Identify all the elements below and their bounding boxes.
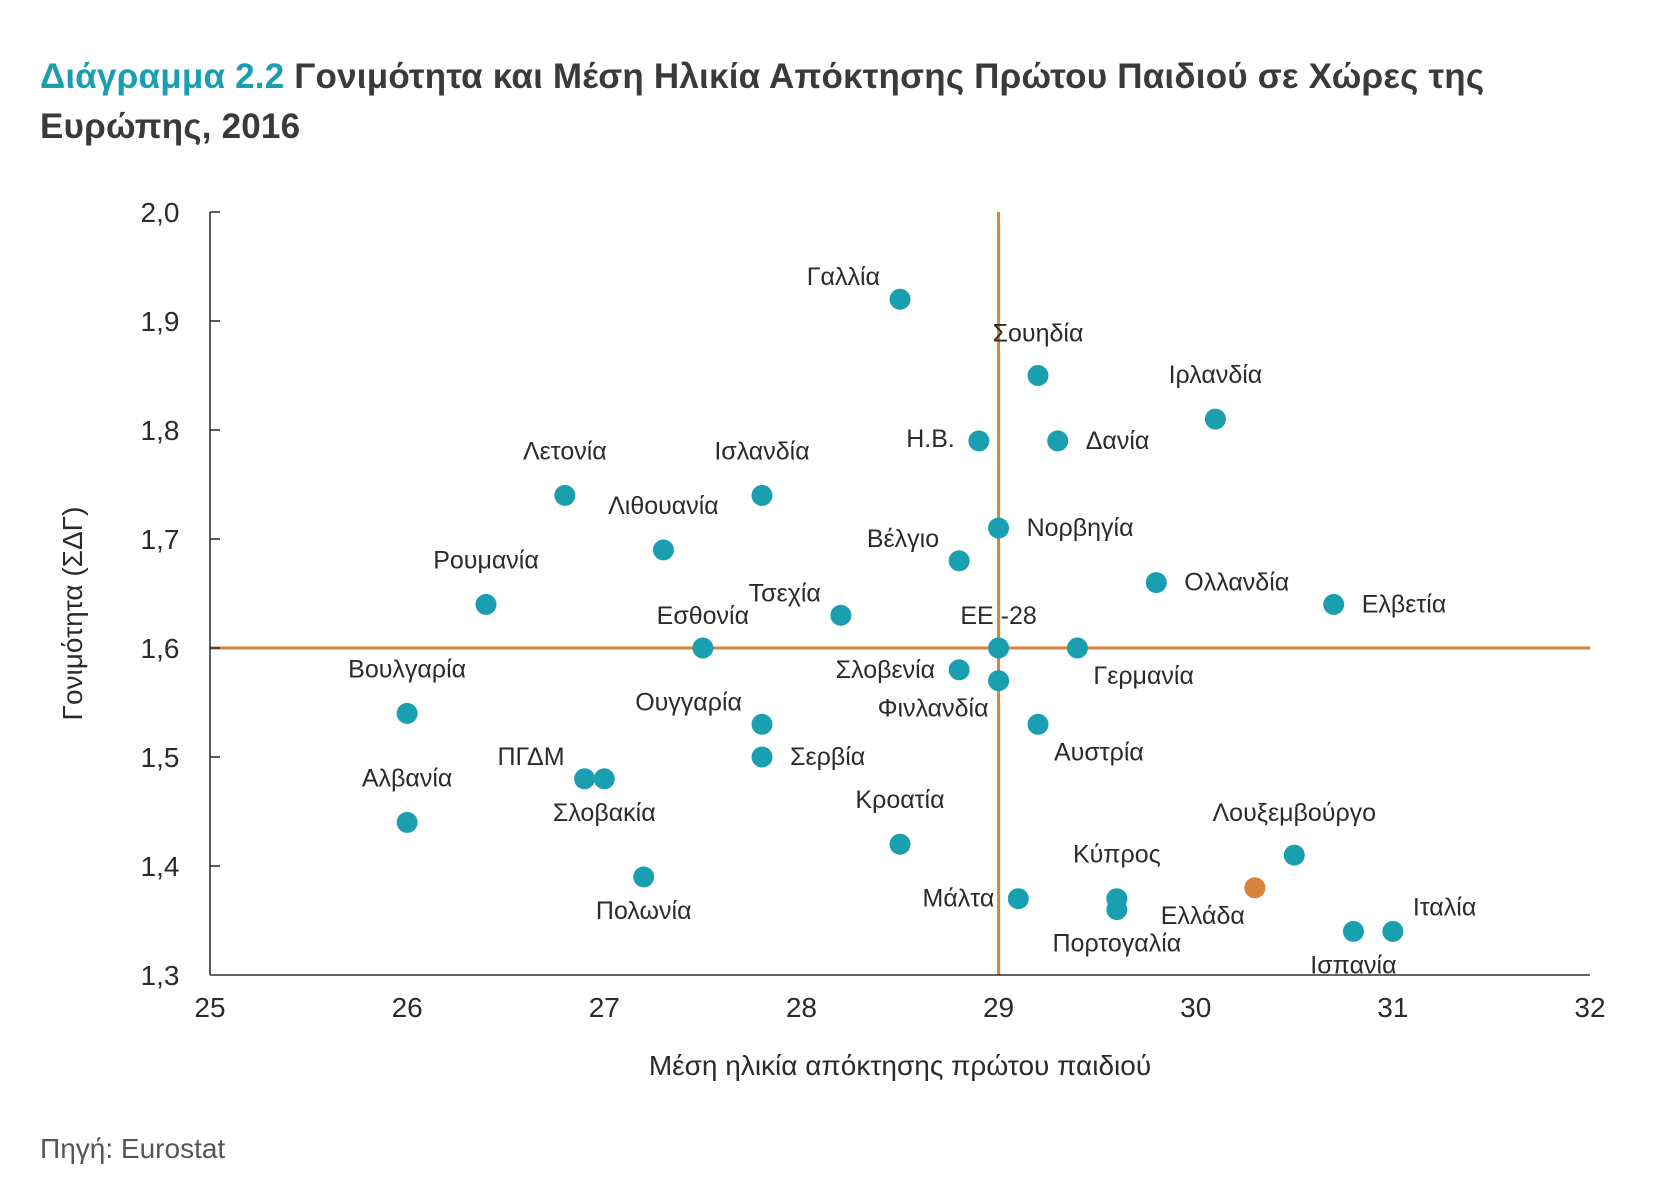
y-tick-label: 1,8 bbox=[141, 415, 180, 446]
data-point bbox=[475, 593, 497, 615]
y-tick-label: 1,4 bbox=[141, 851, 180, 882]
data-point bbox=[988, 637, 1010, 659]
data-label: Δανία bbox=[1086, 427, 1150, 455]
data-point bbox=[396, 811, 418, 833]
data-point bbox=[1106, 899, 1128, 921]
data-points bbox=[396, 288, 1404, 942]
data-label: Εσθονία bbox=[657, 602, 749, 630]
x-axis-title: Μέση ηλικία απόκτησης πρώτου παιδιού bbox=[649, 1050, 1151, 1081]
x-tick-label: 26 bbox=[392, 992, 423, 1023]
data-label: Πολωνία bbox=[596, 897, 692, 925]
data-label: Πορτογαλία bbox=[1052, 930, 1181, 958]
data-point bbox=[1047, 430, 1069, 452]
data-label: Μάλτα bbox=[923, 885, 995, 913]
x-tick-label: 27 bbox=[589, 992, 620, 1023]
data-point bbox=[1145, 572, 1167, 594]
x-tick-label: 31 bbox=[1377, 992, 1408, 1023]
data-point bbox=[1382, 920, 1404, 942]
point-labels: Γαλλία Σουηδία Ιρλανδία Η.Β. Δανία Λετονία Ισλ… bbox=[348, 263, 1476, 979]
y-tick-label: 1,5 bbox=[141, 742, 180, 773]
y-tick-label: 1,7 bbox=[141, 524, 180, 555]
source-note: Πηγή: Eurostat bbox=[40, 1133, 226, 1164]
data-label: Ολλανδία bbox=[1184, 569, 1289, 597]
data-label: Σλοβενία bbox=[836, 656, 936, 684]
data-point bbox=[1066, 637, 1088, 659]
data-label: Γαλλία bbox=[807, 263, 880, 291]
data-label: ΕΕ -28 bbox=[960, 602, 1036, 630]
data-point bbox=[1027, 365, 1049, 386]
chart-title: Διάγραμμα 2.2 Γονιμότητα και Μέση Ηλικία… bbox=[40, 52, 1540, 152]
data-point bbox=[948, 550, 970, 572]
data-label: Ισλανδία bbox=[714, 437, 809, 465]
data-label: Ελλάδα bbox=[1161, 902, 1245, 930]
data-label: Τσεχία bbox=[749, 579, 821, 607]
data-point bbox=[1323, 593, 1345, 615]
data-label: Ιταλία bbox=[1413, 893, 1476, 921]
data-point bbox=[1204, 408, 1226, 430]
title-lead: Διάγραμμα 2.2 bbox=[40, 57, 285, 96]
y-axis-title: Γονιμότητα (ΣΔΓ) bbox=[57, 507, 88, 721]
data-label: Αυστρία bbox=[1054, 738, 1144, 766]
data-point bbox=[948, 659, 970, 681]
data-label: ΠΓΔΜ bbox=[498, 743, 565, 771]
data-point bbox=[889, 833, 911, 855]
data-label: Κροατία bbox=[855, 786, 944, 814]
data-label: Ιρλανδία bbox=[1169, 361, 1263, 389]
x-tick-label: 30 bbox=[1180, 992, 1211, 1023]
data-point bbox=[830, 604, 852, 626]
highlight-point bbox=[1244, 877, 1266, 899]
data-point bbox=[889, 288, 911, 310]
data-point bbox=[554, 484, 576, 506]
data-point bbox=[1342, 920, 1364, 942]
title-rest: Γονιμότητα και Μέση Ηλικία Απόκτησης Πρώ… bbox=[40, 57, 1485, 146]
reference-lines bbox=[210, 212, 1590, 975]
data-label: Κύπρος bbox=[1073, 841, 1161, 869]
y-tick-label: 1,9 bbox=[141, 306, 180, 337]
data-label: Η.Β. bbox=[906, 425, 955, 453]
data-label: Γερμανία bbox=[1093, 662, 1194, 690]
data-point bbox=[751, 746, 773, 768]
data-label: Σλοβακία bbox=[553, 799, 656, 827]
data-point bbox=[988, 517, 1010, 539]
data-point bbox=[1007, 888, 1029, 910]
y-tick-label: 2,0 bbox=[141, 197, 180, 228]
data-point bbox=[692, 637, 714, 659]
data-label: Φινλανδία bbox=[878, 695, 989, 723]
x-tick-label: 29 bbox=[983, 992, 1014, 1023]
data-point bbox=[396, 702, 418, 724]
data-label: Νορβηγία bbox=[1027, 514, 1134, 542]
data-label: Αλβανία bbox=[362, 764, 453, 792]
data-point bbox=[751, 713, 773, 735]
x-tick-label: 28 bbox=[786, 992, 817, 1023]
y-tick-label: 1,6 bbox=[141, 633, 180, 664]
data-point bbox=[1027, 713, 1049, 735]
data-point bbox=[968, 430, 990, 452]
data-label: Ρουμανία bbox=[433, 546, 539, 574]
data-label: Λουξεμβούργο bbox=[1212, 799, 1376, 827]
data-point bbox=[988, 670, 1010, 692]
data-point bbox=[593, 768, 615, 790]
data-point bbox=[751, 484, 773, 506]
data-label: Λιθουανία bbox=[608, 492, 719, 520]
axes bbox=[209, 212, 1590, 976]
data-label: Σερβία bbox=[790, 743, 865, 771]
x-tick-label: 32 bbox=[1574, 992, 1605, 1023]
data-point bbox=[574, 768, 596, 790]
data-label: Ισπανία bbox=[1310, 951, 1396, 979]
data-label: Ουγγαρία bbox=[635, 688, 742, 716]
data-label: Βέλγιο bbox=[867, 525, 939, 553]
data-point bbox=[1283, 844, 1305, 866]
data-point bbox=[652, 539, 674, 561]
data-label: Βουλγαρία bbox=[348, 655, 466, 683]
y-tick-label: 1,3 bbox=[141, 960, 180, 991]
data-point bbox=[633, 866, 655, 888]
data-label: Σουηδία bbox=[993, 320, 1084, 348]
axis-ticks: 1,3 1,4 1,5 1,6 1,7 1,8 1,9 2,0 25 26 27 28 29 30 31 32 bbox=[141, 197, 1606, 1023]
x-tick-label: 25 bbox=[194, 992, 225, 1023]
data-label: Λετονία bbox=[523, 437, 607, 465]
data-label: Ελβετία bbox=[1362, 590, 1447, 618]
